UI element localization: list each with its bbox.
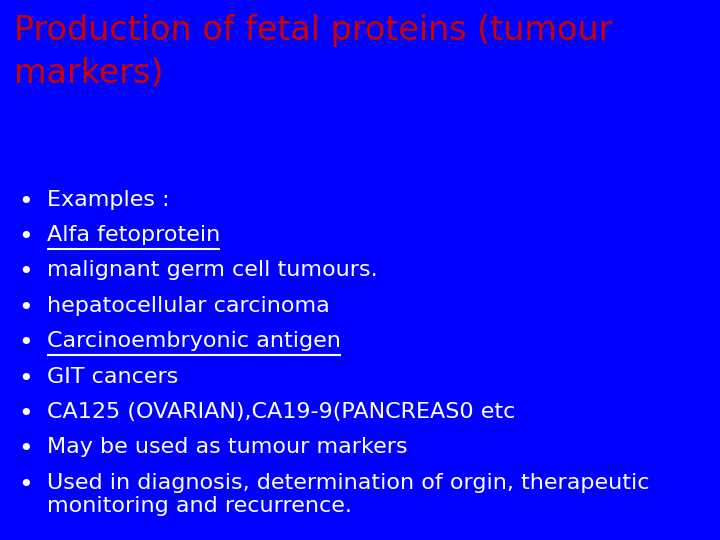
Text: •: • <box>18 331 32 355</box>
Text: GIT cancers: GIT cancers <box>47 367 178 387</box>
Text: •: • <box>18 296 32 320</box>
Text: •: • <box>18 190 32 214</box>
Text: •: • <box>18 225 32 249</box>
Text: Alfa fetoprotein: Alfa fetoprotein <box>47 225 220 245</box>
Text: malignant germ cell tumours.: malignant germ cell tumours. <box>47 260 377 280</box>
Text: CA125 (OVARIAN),CA19-9(PANCREAS0 etc: CA125 (OVARIAN),CA19-9(PANCREAS0 etc <box>47 402 516 422</box>
Text: •: • <box>18 473 32 497</box>
Text: •: • <box>18 437 32 462</box>
Text: •: • <box>18 402 32 426</box>
Text: Carcinoembryonic antigen: Carcinoembryonic antigen <box>47 331 341 351</box>
Text: Production of fetal proteins (tumour
markers): Production of fetal proteins (tumour mar… <box>14 14 613 90</box>
Text: Used in diagnosis, determination of orgin, therapeutic
monitoring and recurrence: Used in diagnosis, determination of orgi… <box>47 473 649 516</box>
Text: •: • <box>18 260 32 285</box>
Text: Examples :: Examples : <box>47 190 169 210</box>
Text: May be used as tumour markers: May be used as tumour markers <box>47 437 408 457</box>
Text: •: • <box>18 367 32 390</box>
Text: hepatocellular carcinoma: hepatocellular carcinoma <box>47 296 330 316</box>
